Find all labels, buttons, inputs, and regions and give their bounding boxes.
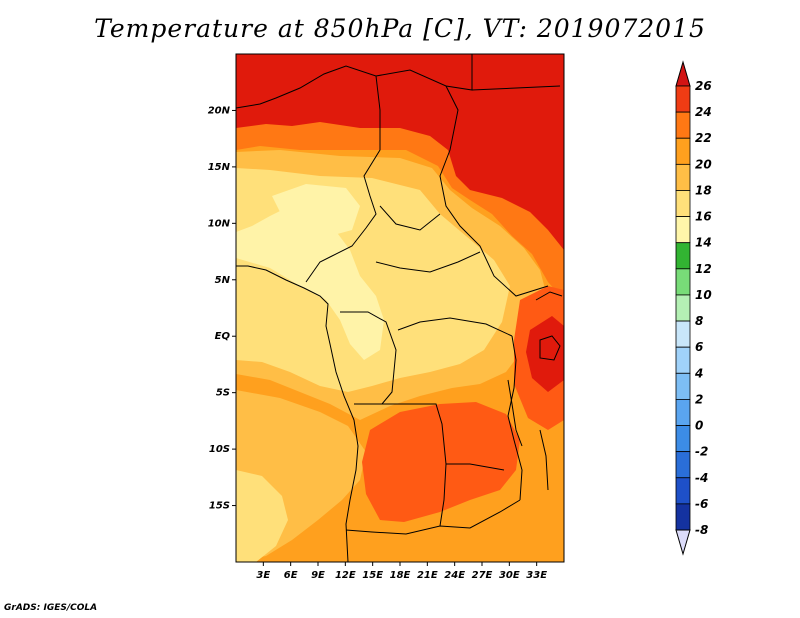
colorbar-label: 20 <box>695 157 712 171</box>
lon-tick-label: 21E <box>417 570 438 581</box>
lake-tanganyika <box>507 379 523 447</box>
colorbar-label: 2 <box>695 392 703 406</box>
border-central-1 <box>379 205 441 231</box>
lon-tick-label: 12E <box>335 570 356 581</box>
lat-tick-label: 20N <box>208 105 231 116</box>
field-east-26 <box>526 316 564 392</box>
field-north-26 <box>236 54 564 250</box>
colorbar-box <box>675 346 691 374</box>
colorbar-label: 26 <box>695 79 712 93</box>
colorbar-box <box>675 163 691 191</box>
field-south-24 <box>362 402 520 522</box>
lat-tick-label: 5S <box>216 388 230 399</box>
lon-tick-label: 30E <box>499 570 520 581</box>
colorbar-box <box>675 372 691 400</box>
field-16 <box>236 206 384 360</box>
lon-tick-label: 27E <box>472 570 493 581</box>
colorbar-label: -6 <box>695 497 708 511</box>
lon-tick-label: 15E <box>362 570 383 581</box>
colorbar-label: 16 <box>695 210 712 224</box>
colorbar-label: 10 <box>695 288 712 302</box>
lat-tick-label: 10N <box>208 218 231 229</box>
colorbar-label: 12 <box>695 262 712 276</box>
colorbar-label: 18 <box>695 183 712 197</box>
colorbar-box <box>675 503 691 531</box>
lon-tick-label: 9E <box>311 570 325 581</box>
lat-tick-label: 5N <box>215 275 231 286</box>
border-north-4 <box>439 85 549 297</box>
coastline-west <box>236 265 359 562</box>
colorbar-box <box>675 425 691 453</box>
colorbar-label: -4 <box>695 471 708 485</box>
colorbar-label: 4 <box>694 366 703 380</box>
colorbar-box <box>675 216 691 244</box>
lon-tick-label: 6E <box>284 570 298 581</box>
border-south-3 <box>439 463 447 527</box>
border-central-2 <box>375 251 481 273</box>
colorbar-box <box>675 477 691 505</box>
lon-tick-label: 24E <box>444 570 465 581</box>
colorbar-label: -2 <box>695 445 708 459</box>
colorbar-label: -8 <box>695 523 708 537</box>
field-south-18 <box>236 470 288 562</box>
colorbar-box <box>675 85 691 113</box>
map-title: Temperature at 850hPa [C], VT: 201907201… <box>94 14 706 43</box>
colorbar-below-triangle <box>675 529 691 556</box>
colorbar-box <box>675 294 691 322</box>
border-east-2 <box>535 291 563 301</box>
colorbar-label: 24 <box>695 105 712 119</box>
lake-malawi <box>539 429 549 491</box>
border-central-4 <box>397 317 513 337</box>
lon-tick-label: 33E <box>526 570 547 581</box>
colorbar-label: 8 <box>695 314 703 328</box>
lake-victoria <box>539 335 561 361</box>
colorbar-box <box>675 268 691 296</box>
lat-tick-label: 10S <box>209 444 230 455</box>
colorbar-box <box>675 137 691 165</box>
latitude-axis: 20N 15N 10N 5N EQ 5S 10S 15S <box>208 105 236 512</box>
colorbar-label: 0 <box>695 419 703 433</box>
colorbar-box <box>675 111 691 139</box>
longitude-axis: 3E 6E 9E 12E 15E 18E 21E 24E 27E 30E 33E <box>256 562 547 581</box>
border-north-1 <box>236 65 381 283</box>
field-16-b <box>272 184 360 236</box>
border-south-1 <box>376 403 505 471</box>
colorbar-box <box>675 242 691 270</box>
colorbar-label: 22 <box>695 131 712 145</box>
colorbar-above-triangle <box>675 60 691 87</box>
colorbar-label: 6 <box>695 340 703 354</box>
border-east-1 <box>507 335 523 501</box>
coastlines <box>236 54 563 562</box>
lat-tick-label: 15S <box>209 501 230 512</box>
lat-tick-label: EQ <box>215 331 231 342</box>
colorbar-label: 14 <box>695 236 712 250</box>
lon-tick-label: 3E <box>256 570 270 581</box>
lat-tick-label: 15N <box>208 162 231 173</box>
border-north-3 <box>471 85 561 91</box>
colorbar-box <box>675 399 691 426</box>
credit-text: GrADS: IGES/COLA <box>4 603 98 613</box>
temperature-field <box>236 54 564 562</box>
lon-tick-label: 18E <box>390 570 411 581</box>
colorbar-box <box>675 451 691 479</box>
colorbar-box <box>675 320 691 348</box>
colorbar-box <box>675 190 691 217</box>
